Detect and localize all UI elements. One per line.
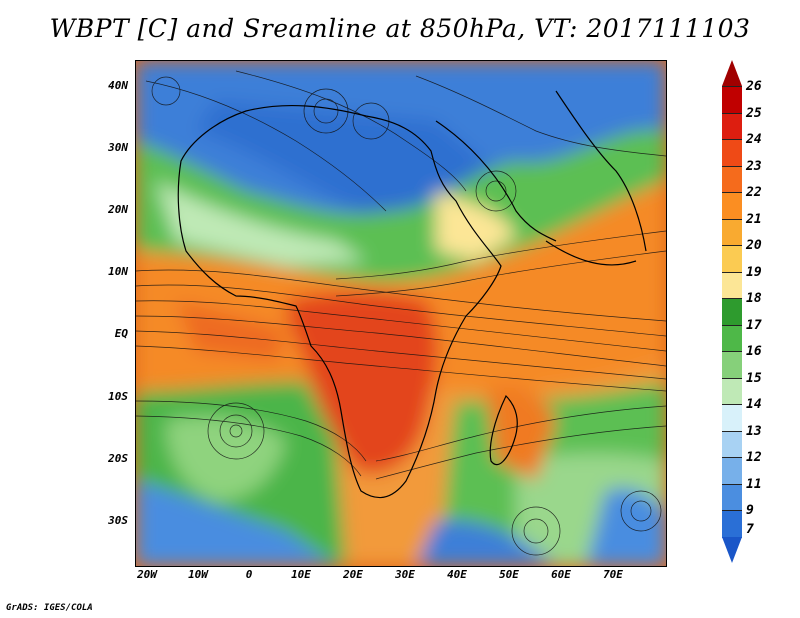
streamlines (136, 70, 666, 556)
colorbar-label: 18 (746, 291, 762, 306)
colorbar-segment (722, 165, 742, 193)
colorbar-label: 26 (746, 79, 762, 94)
coastlines (177, 90, 647, 499)
lon-label-20w: 20W (137, 568, 157, 581)
colorbar-label: 11 (746, 477, 762, 492)
colorbar-segment (722, 324, 742, 352)
colorbar-segment (722, 351, 742, 379)
lon-label-70e: 70E (603, 568, 623, 581)
colorbar-segment (722, 192, 742, 220)
colorbar-segment (722, 298, 742, 326)
lon-label-50e: 50E (499, 568, 519, 581)
lat-label-20n: 20N (108, 203, 128, 216)
lat-label-30n: 30N (108, 141, 128, 154)
colorbar-top-arrow (722, 60, 742, 86)
colorbar-segment (722, 483, 742, 511)
colorbar-label: 21 (746, 212, 762, 227)
colorbar-label: 14 (746, 397, 762, 412)
colorbar-segment (722, 404, 742, 432)
lat-label-20s: 20S (108, 452, 128, 465)
colorbar-label: 9 (746, 503, 754, 518)
lon-label-20e: 20E (343, 568, 363, 581)
lon-label-0: 0 (245, 568, 253, 581)
lat-label-40n: 40N (108, 79, 128, 92)
colorbar-segment (722, 377, 742, 405)
lon-label-30e: 30E (395, 568, 415, 581)
colorbar-segment (722, 112, 742, 140)
colorbar-label: 24 (746, 132, 762, 147)
colorbar-label: 17 (746, 318, 762, 333)
credit-text: GrADS: IGES/COLA (6, 603, 93, 613)
map-title: WBPT [C] and Sreamline at 850hPa, VT: 20… (49, 14, 751, 43)
colorbar-label: 7 (746, 522, 754, 537)
colorbar-bottom-arrow (722, 536, 742, 563)
colorbar-segment (722, 218, 742, 246)
colorbar-label: 19 (746, 265, 762, 280)
colorbar-label: 12 (746, 450, 762, 465)
colorbar-label: 15 (746, 371, 762, 386)
lon-label-60e: 60E (551, 568, 571, 581)
colorbar-label: 13 (746, 424, 762, 439)
lat-label-10n: 10N (108, 265, 128, 278)
lon-label-40e: 40E (447, 568, 467, 581)
lat-label-10s: 10S (108, 390, 128, 403)
colorbar-label: 23 (746, 159, 762, 174)
lon-label-10e: 10E (291, 568, 311, 581)
colorbar-segment (722, 510, 742, 538)
colorbar-label: 20 (746, 238, 762, 253)
colorbar-segment (722, 86, 742, 114)
colorbar-segment (722, 457, 742, 485)
colorbar-segment (722, 245, 742, 273)
wbpt-field (136, 61, 666, 566)
colorbar-segment (722, 430, 742, 458)
lat-label-eq: EQ (114, 327, 128, 340)
colorbar-label: 22 (746, 185, 762, 200)
colorbar-label: 16 (746, 344, 762, 359)
lat-label-30s: 30S (108, 514, 128, 527)
lon-label-10w: 10W (188, 568, 208, 581)
colorbar-segment (722, 139, 742, 167)
map-panel (135, 60, 667, 567)
colorbar-label: 25 (746, 106, 762, 121)
colorbar-segment (722, 271, 742, 299)
